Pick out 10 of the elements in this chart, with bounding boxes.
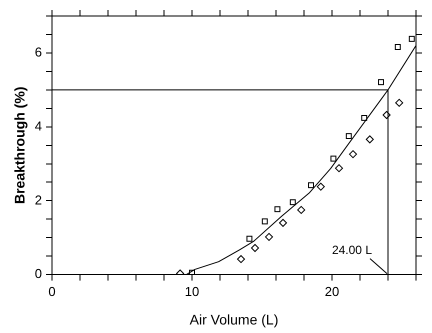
y-tick-label: 6 [34, 44, 42, 60]
y-axis-title: Breakthrough (%) [11, 86, 28, 204]
x-tick-label: 20 [324, 284, 340, 299]
y-tick-label: 0 [34, 266, 42, 282]
ref-line-label: 24.00 L [332, 242, 372, 257]
y-tick-label: 2 [34, 192, 42, 208]
x-tick-label: 10 [184, 284, 200, 299]
x-axis-title: Air Volume (L) [190, 311, 278, 328]
x-tick-label: 0 [48, 284, 56, 299]
y-tick-label: 4 [34, 118, 42, 134]
